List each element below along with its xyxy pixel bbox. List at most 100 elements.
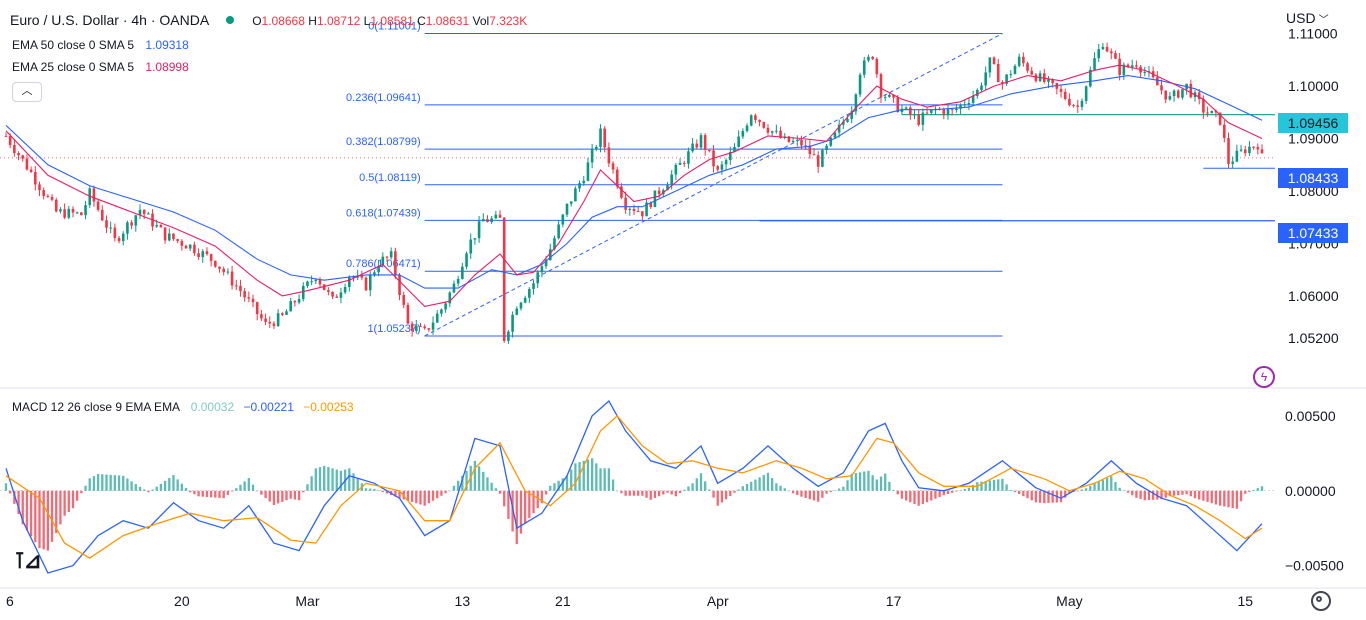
candle-body bbox=[699, 135, 703, 148]
macd-histogram-bar bbox=[896, 490, 899, 495]
macd-histogram-bar bbox=[863, 471, 866, 491]
macd-histogram-bar bbox=[561, 478, 564, 491]
macd-histogram-bar bbox=[264, 490, 267, 499]
candle-body bbox=[515, 308, 519, 315]
macd-histogram-bar bbox=[193, 490, 196, 495]
candle-body bbox=[205, 251, 209, 255]
candle-body bbox=[862, 60, 866, 75]
time-axis-tick: 6 bbox=[6, 593, 14, 609]
macd-histogram-bar bbox=[955, 490, 958, 492]
candle-body bbox=[565, 203, 569, 215]
macd-hist-value: 0.00032 bbox=[190, 400, 235, 414]
time-axis-tick: Apr bbox=[707, 593, 729, 609]
candle-body bbox=[209, 254, 213, 261]
macd-histogram-bar bbox=[13, 490, 16, 504]
macd-histogram-bar bbox=[951, 490, 954, 493]
candle-body bbox=[955, 108, 958, 111]
macd-histogram-bar bbox=[536, 490, 539, 509]
candle-body bbox=[800, 139, 803, 146]
macd-histogram-bar bbox=[733, 490, 736, 493]
candle-body bbox=[230, 271, 234, 286]
macd-histogram-bar bbox=[172, 475, 175, 491]
macd-histogram-bar bbox=[377, 490, 380, 491]
candle-body bbox=[469, 239, 473, 254]
collapse-legend-button[interactable]: ︿ bbox=[12, 82, 42, 102]
candle-body bbox=[29, 169, 33, 172]
candle-body bbox=[163, 227, 167, 241]
time-axis-tick: 13 bbox=[455, 593, 471, 609]
candle-body bbox=[1135, 65, 1138, 67]
macd-histogram-bar bbox=[1076, 490, 1079, 492]
candle-body bbox=[620, 186, 623, 198]
macd-histogram-bar bbox=[1009, 490, 1012, 491]
macd-histogram-bar bbox=[1085, 488, 1088, 491]
gear-icon[interactable] bbox=[1311, 591, 1331, 611]
candle-body bbox=[787, 136, 791, 143]
macd-histogram-bar bbox=[260, 490, 263, 495]
candle-body bbox=[632, 208, 636, 212]
macd-histogram-bar bbox=[599, 468, 602, 491]
macd-histogram-bar bbox=[1135, 490, 1138, 498]
candle-body bbox=[682, 162, 686, 164]
candle-body bbox=[142, 209, 146, 215]
candle-body bbox=[444, 303, 447, 310]
time-axis-tick: 17 bbox=[886, 593, 902, 609]
macd-histogram-bar bbox=[683, 489, 686, 491]
candle-body bbox=[498, 214, 502, 218]
price-axis-tick: 1.06000 bbox=[1288, 288, 1339, 304]
symbol-legend: Euro / U.S. Dollar · 4h · OANDA O1.08668… bbox=[10, 12, 527, 28]
macd-histogram-bar bbox=[595, 463, 598, 491]
macd-histogram-bar bbox=[762, 475, 765, 491]
ema50-legend[interactable]: EMA 50 close 0 SMA 5 1.09318 bbox=[12, 38, 189, 52]
candle-body bbox=[691, 143, 694, 152]
macd-histogram-bar bbox=[1001, 478, 1004, 491]
ema25-label: EMA 25 close 0 SMA 5 bbox=[12, 60, 135, 74]
macd-histogram-bar bbox=[247, 478, 250, 491]
macd-histogram-bar bbox=[235, 488, 238, 491]
macd-histogram-bar bbox=[963, 489, 966, 491]
candle-body bbox=[833, 132, 837, 138]
candle-body bbox=[239, 285, 242, 292]
candle-body bbox=[1072, 105, 1075, 107]
macd-histogram-bar bbox=[143, 489, 146, 491]
candle-body bbox=[595, 146, 598, 149]
candle-body bbox=[1013, 65, 1017, 75]
candle-body bbox=[1181, 89, 1184, 98]
macd-histogram-bar bbox=[1093, 483, 1096, 491]
macd-histogram-bar bbox=[331, 468, 334, 491]
candle-body bbox=[448, 292, 452, 304]
candle-body bbox=[406, 304, 410, 324]
macd-histogram-bar bbox=[1043, 490, 1046, 504]
macd-histogram-bar bbox=[904, 490, 908, 501]
macd-histogram-bar bbox=[930, 490, 933, 501]
candle-body bbox=[281, 313, 284, 315]
macd-histogram-bar bbox=[657, 490, 661, 497]
candle-body bbox=[971, 95, 975, 103]
low-label: L bbox=[363, 14, 371, 28]
candle-body bbox=[1059, 88, 1063, 92]
candle-body bbox=[1231, 161, 1234, 164]
candle-body bbox=[1235, 150, 1239, 162]
candle-body bbox=[1063, 91, 1067, 99]
candle-body bbox=[1160, 85, 1163, 91]
macd-legend[interactable]: MACD 12 26 close 9 EMA EMA 0.00032 −0.00… bbox=[12, 400, 354, 414]
candle-body bbox=[59, 209, 62, 212]
currency-menu[interactable]: USD ﹀ bbox=[1286, 10, 1329, 26]
candle-body bbox=[268, 321, 272, 324]
macd-histogram-bar bbox=[218, 490, 221, 498]
price-axis-tick: 1.05200 bbox=[1288, 330, 1339, 346]
macd-histogram-bar bbox=[297, 490, 301, 501]
fib-level-label: 0.5(1.08119) bbox=[359, 172, 421, 184]
candle-body bbox=[1093, 58, 1096, 70]
candle-body bbox=[1126, 64, 1130, 67]
macd-histogram-bar bbox=[17, 490, 20, 515]
candle-body bbox=[821, 150, 824, 167]
candle-body bbox=[38, 184, 41, 191]
candle-body bbox=[1248, 146, 1251, 154]
macd-histogram-bar bbox=[637, 490, 640, 496]
high-value: 1.08712 bbox=[316, 14, 361, 28]
ema25-legend[interactable]: EMA 25 close 0 SMA 5 1.08998 bbox=[12, 60, 189, 74]
candle-body bbox=[904, 107, 908, 109]
lightning-icon[interactable]: ϟ bbox=[1253, 366, 1275, 388]
